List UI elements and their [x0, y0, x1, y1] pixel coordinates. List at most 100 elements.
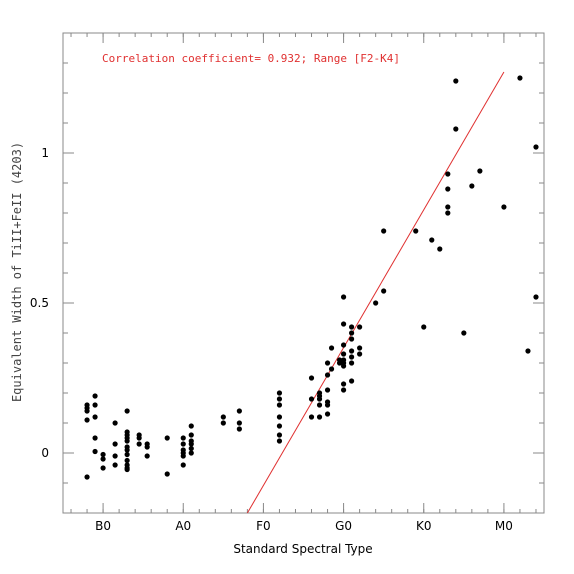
- data-point: [324, 411, 331, 417]
- data-point: [413, 228, 419, 234]
- ticks-layer: [63, 33, 544, 513]
- data-point: [340, 321, 347, 327]
- data-point: [276, 396, 283, 402]
- y-tick-label: 0: [41, 446, 49, 460]
- data-point: [324, 360, 331, 366]
- data-point: [349, 324, 355, 330]
- data-point: [180, 462, 186, 468]
- data-point: [437, 246, 443, 252]
- x-tick-label: K0: [416, 519, 432, 533]
- data-point: [324, 372, 331, 378]
- data-point: [349, 378, 355, 384]
- data-point: [340, 363, 347, 369]
- data-point: [308, 396, 315, 402]
- data-point: [381, 288, 387, 294]
- fit-line: [246, 71, 505, 514]
- data-point: [429, 237, 435, 243]
- data-point: [316, 402, 323, 408]
- data-point: [92, 448, 98, 455]
- data-point: [357, 345, 363, 351]
- data-point: [445, 210, 451, 216]
- x-tick-label: F0: [256, 519, 271, 533]
- data-point: [236, 420, 242, 426]
- data-point: [112, 462, 118, 468]
- data-point: [316, 414, 323, 420]
- data-point: [373, 300, 379, 306]
- data-point: [144, 444, 150, 450]
- data-point: [461, 330, 467, 336]
- data-point: [357, 324, 363, 330]
- data-point: [469, 183, 475, 189]
- data-point: [136, 441, 142, 447]
- data-point: [92, 435, 98, 441]
- annotation: Correlation coefficient= 0.932; Range [F…: [102, 52, 400, 65]
- data-point: [340, 387, 347, 393]
- data-point: [124, 438, 130, 444]
- data-point: [180, 441, 186, 447]
- data-point: [112, 441, 118, 447]
- data-point: [445, 186, 451, 192]
- data-point: [276, 402, 283, 408]
- fit-line-layer: [246, 71, 505, 514]
- data-point: [381, 228, 387, 234]
- data-point: [349, 330, 355, 336]
- data-point: [276, 432, 283, 438]
- data-point: [124, 451, 130, 458]
- data-point: [324, 387, 331, 393]
- x-axis-label: Standard Spectral Type: [233, 542, 372, 556]
- data-point: [84, 474, 90, 480]
- data-point: [276, 438, 283, 444]
- data-point: [164, 435, 170, 441]
- x-tick-label: B0: [95, 519, 111, 533]
- data-point: [84, 417, 90, 423]
- data-point: [100, 456, 106, 462]
- y-axis-label: Equivalent Width of TiII+FeII (4203): [10, 142, 24, 402]
- data-point: [533, 294, 539, 300]
- data-point: [100, 465, 106, 471]
- data-point: [349, 360, 355, 366]
- data-point: [324, 402, 331, 408]
- data-point: [188, 423, 194, 429]
- data-point: [188, 432, 194, 438]
- data-point: [92, 414, 98, 420]
- data-point: [180, 435, 186, 441]
- x-tick-label: G0: [335, 519, 352, 533]
- data-point: [136, 435, 142, 441]
- data-point: [525, 348, 531, 354]
- data-point: [220, 414, 226, 420]
- data-point: [340, 342, 347, 348]
- data-point: [328, 345, 335, 351]
- y-tick-label: 1: [41, 146, 49, 160]
- data-point: [164, 471, 170, 477]
- data-point: [124, 457, 130, 464]
- data-point: [236, 426, 242, 432]
- data-point: [445, 171, 451, 177]
- data-point: [92, 393, 98, 399]
- data-point: [276, 423, 283, 429]
- data-point: [84, 402, 90, 408]
- data-point: [276, 390, 283, 396]
- data-point: [340, 294, 347, 300]
- data-point: [453, 126, 459, 132]
- data-point: [477, 168, 483, 174]
- x-tick-label: A0: [175, 519, 191, 533]
- data-point: [220, 420, 226, 426]
- y-tick-label: 0.5: [30, 296, 49, 310]
- data-point: [336, 360, 343, 366]
- data-point: [340, 381, 347, 387]
- data-point: [112, 453, 118, 459]
- data-point: [445, 204, 451, 210]
- data-point: [421, 324, 427, 330]
- data-point: [180, 453, 186, 459]
- data-point: [349, 336, 355, 342]
- data-point: [236, 408, 242, 414]
- data-point: [100, 451, 106, 458]
- data-point: [308, 375, 315, 381]
- data-point: [349, 348, 355, 354]
- data-point: [188, 441, 194, 447]
- data-point: [308, 414, 315, 420]
- data-point: [316, 396, 323, 402]
- data-point: [92, 402, 98, 408]
